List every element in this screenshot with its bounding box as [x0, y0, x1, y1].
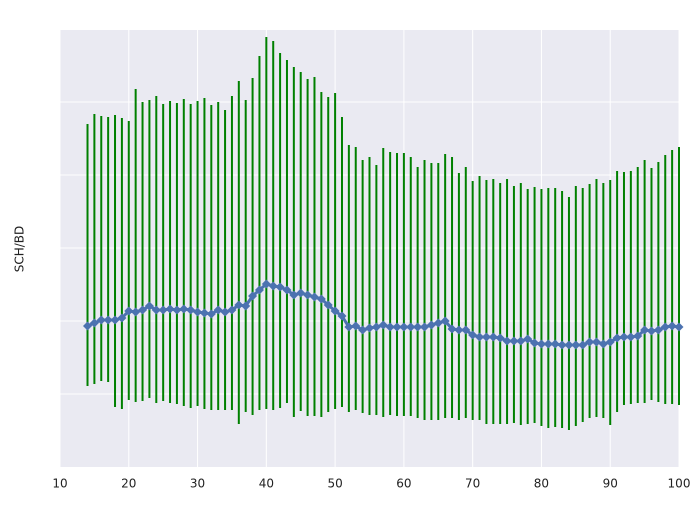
mean-marker — [358, 325, 368, 335]
mean-marker — [481, 332, 491, 342]
mean-marker — [179, 304, 189, 314]
mean-marker — [605, 337, 615, 347]
mean-marker — [516, 336, 526, 346]
mean-marker — [633, 331, 643, 341]
y-axis-label: SCH/BD — [13, 226, 27, 273]
mean-marker — [585, 337, 595, 347]
x-tick-label: 100 — [668, 477, 691, 491]
mean-marker — [413, 322, 423, 332]
mean-marker — [303, 290, 313, 300]
mean-marker — [619, 332, 629, 342]
mean-marker — [653, 325, 663, 335]
mean-marker — [261, 279, 271, 289]
mean-marker — [89, 318, 99, 328]
mean-marker — [475, 332, 485, 342]
mean-marker — [131, 307, 141, 317]
mean-marker — [220, 307, 230, 317]
mean-marker — [578, 340, 588, 350]
x-tick-label: 30 — [190, 477, 205, 491]
mean-marker — [186, 305, 196, 315]
mean-marker — [488, 332, 498, 342]
mean-marker — [241, 301, 251, 311]
mean-marker — [165, 304, 175, 314]
mean-marker — [227, 305, 237, 315]
mean-marker — [530, 338, 540, 348]
mean-marker — [468, 330, 478, 340]
mean-marker — [282, 285, 292, 295]
mean-marker — [447, 324, 457, 334]
x-tick-label: 40 — [259, 477, 274, 491]
mean-marker — [103, 315, 113, 325]
x-tick-label: 90 — [603, 477, 618, 491]
mean-marker — [144, 301, 154, 311]
mean-marker — [234, 300, 244, 310]
mean-marker — [612, 333, 622, 343]
mean-marker — [626, 332, 636, 342]
mean-marker — [420, 322, 430, 332]
mean-marker — [296, 288, 306, 298]
mean-marker — [254, 285, 264, 295]
mean-marker — [557, 340, 567, 350]
mean-marker — [571, 340, 581, 350]
mean-marker — [454, 325, 464, 335]
mean-marker — [172, 305, 182, 315]
mean-marker — [598, 339, 608, 349]
mean-marker — [337, 311, 347, 321]
mean-marker — [213, 305, 223, 315]
x-tick-label: 60 — [396, 477, 411, 491]
mean-marker — [268, 281, 278, 291]
mean-marker — [110, 315, 120, 325]
mean-marker — [399, 322, 409, 332]
x-tick-label: 80 — [534, 477, 549, 491]
mean-marker — [536, 339, 546, 349]
mean-marker — [344, 322, 354, 332]
mean-marker — [117, 313, 127, 323]
mean-marker — [96, 315, 106, 325]
mean-marker — [193, 307, 203, 317]
x-tick-label: 50 — [327, 477, 342, 491]
x-tick-label: 20 — [121, 477, 136, 491]
mean-marker — [83, 321, 93, 331]
mean-marker — [316, 294, 326, 304]
mean-marker — [151, 305, 161, 315]
mean-marker — [365, 323, 374, 333]
mean-marker — [385, 322, 395, 332]
mean-marker — [199, 308, 209, 318]
x-tick-label: 70 — [465, 477, 480, 491]
x-tick-label: 10 — [52, 477, 67, 491]
mean-marker — [275, 282, 285, 292]
mean-marker — [509, 336, 519, 346]
mean-marker — [646, 326, 656, 336]
mean-marker — [502, 336, 512, 346]
mean-marker — [440, 316, 450, 326]
mean-marker — [667, 321, 677, 331]
mean-marker — [289, 290, 299, 300]
mean-marker — [323, 300, 333, 310]
mean-marker — [392, 322, 402, 332]
mean-marker — [564, 340, 574, 350]
mean-marker — [248, 291, 258, 301]
mean-marker — [206, 309, 216, 319]
mean-marker — [138, 305, 148, 315]
mean-marker — [674, 322, 684, 332]
mean-marker — [495, 333, 505, 343]
mean-marker — [433, 318, 443, 328]
mean-marker — [543, 339, 553, 349]
mean-marker — [158, 305, 168, 315]
mean-marker — [330, 306, 340, 316]
mean-marker — [550, 339, 560, 349]
mean-marker — [309, 292, 319, 302]
mean-marker — [351, 321, 361, 331]
mean-marker — [591, 337, 601, 347]
mean-marker — [461, 325, 471, 335]
mean-marker — [371, 322, 381, 332]
mean-marker — [640, 325, 650, 335]
mean-marker — [378, 320, 388, 330]
mean-marker — [406, 322, 416, 332]
mean-marker — [124, 306, 134, 316]
mean-marker — [523, 334, 533, 344]
mean-marker — [426, 320, 436, 330]
mean-marker — [660, 322, 670, 332]
